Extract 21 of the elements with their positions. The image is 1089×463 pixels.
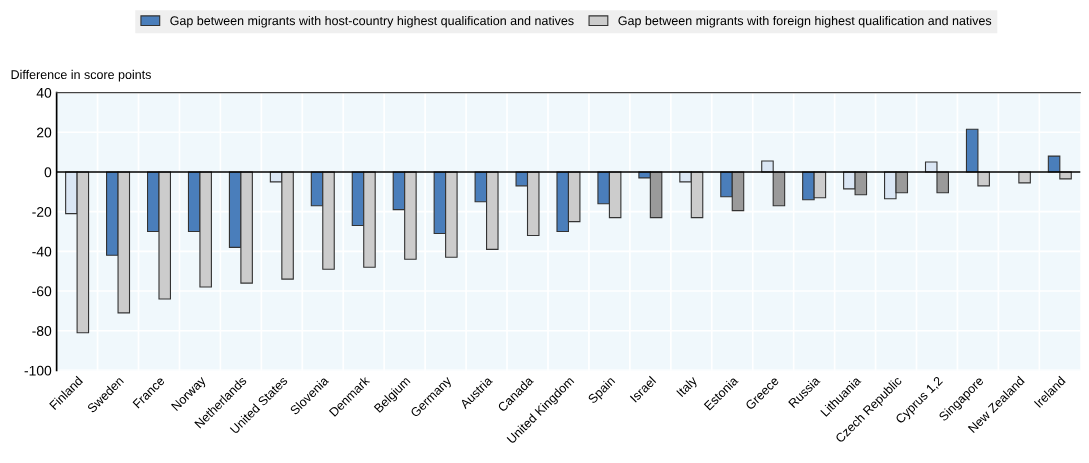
y-tick-label: -80 xyxy=(32,326,52,336)
bar xyxy=(924,161,938,173)
legend-label: Gap between migrants with host-country highest qualification and natives xyxy=(170,15,574,28)
y-axis-title: Difference in score points xyxy=(11,69,151,82)
y-tick-label: -60 xyxy=(32,286,52,297)
y-tick-label: -100 xyxy=(24,365,52,376)
legend-label: Gap between migrants with foreign highest qualification and natives xyxy=(618,15,992,28)
bar xyxy=(936,171,949,194)
bar xyxy=(965,128,979,173)
y-tick-label: 40 xyxy=(36,87,52,98)
y-tick-label: -40 xyxy=(32,246,52,257)
bar xyxy=(1018,171,1031,184)
bar xyxy=(1059,171,1072,180)
bar xyxy=(1047,155,1061,173)
bar xyxy=(761,160,774,173)
y-tick-label: -20 xyxy=(32,206,52,217)
y-tick-label: 0 xyxy=(44,167,52,178)
bar xyxy=(977,171,990,187)
bar xyxy=(772,171,786,207)
x-tick-label: Italy xyxy=(675,375,700,399)
y-tick-label: 20 xyxy=(37,127,52,138)
